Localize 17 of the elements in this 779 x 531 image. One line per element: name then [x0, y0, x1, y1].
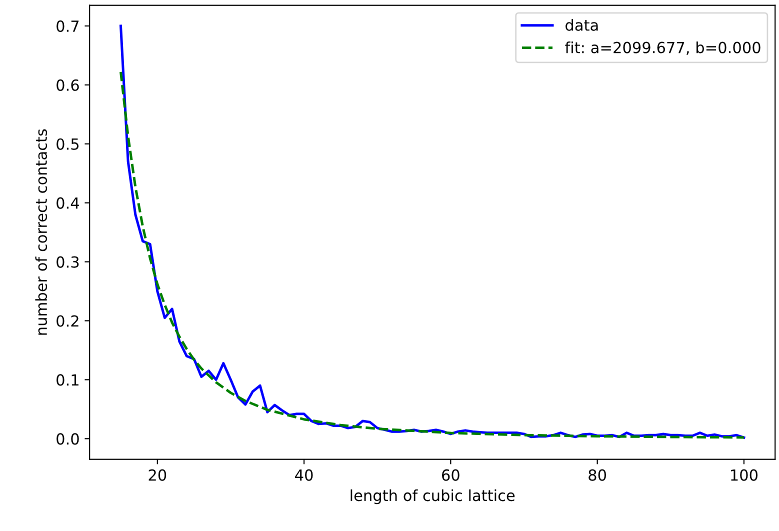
x-tick-label: 40 — [295, 469, 313, 481]
x-tick-label: 60 — [442, 469, 460, 481]
y-tick-label: 0.7 — [56, 20, 79, 32]
x-axis-title: length of cubic lattice — [350, 489, 515, 504]
y-tick-label: 0.6 — [56, 79, 79, 91]
y-axis-title: number of correct contacts — [35, 129, 48, 335]
x-tick-label: 80 — [588, 469, 606, 481]
legend-label: fit: a=2099.677, b=0.000 — [565, 41, 760, 55]
y-tick-label: 0.1 — [56, 374, 78, 386]
y-tick-label: 0.4 — [56, 197, 80, 209]
legend-label: data — [566, 19, 598, 31]
x-tick-label: 100 — [731, 469, 758, 481]
x-tick-label: 20 — [148, 469, 166, 481]
y-tick-label: 0.2 — [56, 315, 78, 327]
y-tick-label: 0.0 — [56, 433, 79, 445]
y-tick-label: 0.5 — [56, 138, 79, 150]
y-tick-label: 0.3 — [56, 256, 79, 268]
